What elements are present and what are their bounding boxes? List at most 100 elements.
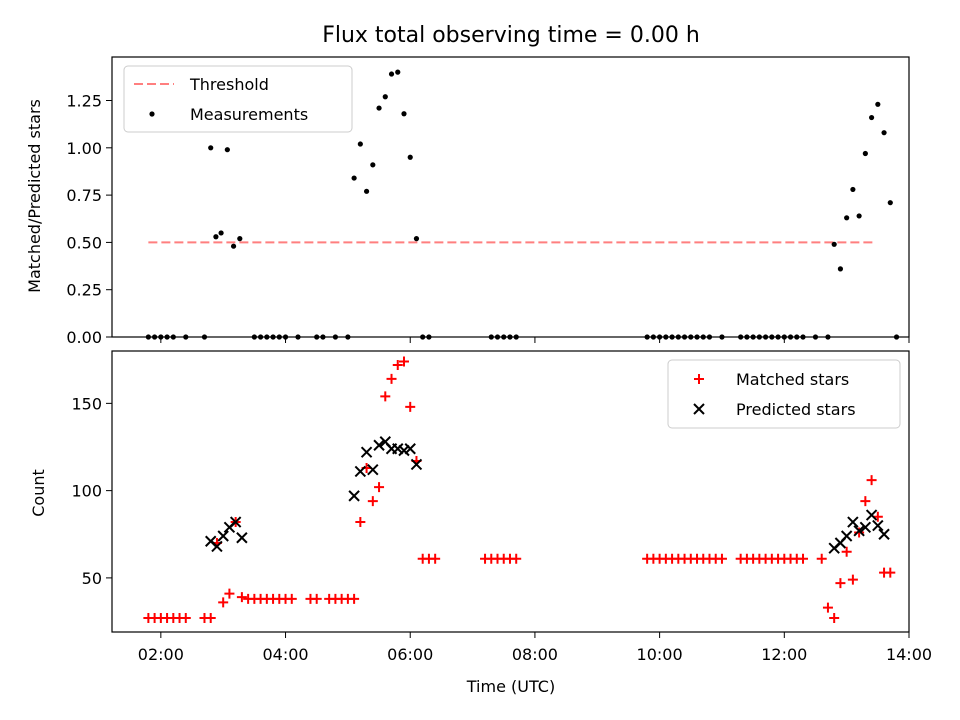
- y-tick-label: 100: [71, 482, 102, 501]
- measurement-point: [501, 334, 507, 340]
- predicted-star-point: [348, 490, 360, 502]
- measurement-point: [320, 334, 326, 340]
- matched-star-point: [380, 391, 391, 402]
- measurement-point: [856, 213, 862, 219]
- x-tick-label: 12:00: [761, 645, 807, 664]
- measurement-point: [513, 334, 519, 340]
- measurement-point: [675, 334, 681, 340]
- measurement-point: [170, 334, 176, 340]
- ratio-y-axis-label: Matched/Predicted stars: [25, 99, 44, 293]
- measurement-point: [183, 334, 189, 340]
- matched-star-point: [286, 593, 297, 604]
- predicted-star-point: [354, 465, 367, 478]
- predicted-star-point: [360, 446, 373, 458]
- measurement-point: [769, 334, 775, 340]
- matched-star-point: [386, 373, 397, 384]
- measurement-point: [237, 236, 243, 242]
- measurement-point: [688, 334, 694, 340]
- measurement-point: [750, 334, 756, 340]
- measurement-point: [401, 111, 407, 117]
- predicted-star-point: [229, 516, 242, 528]
- matched-star-point: [349, 593, 360, 604]
- measurement-point: [345, 334, 351, 340]
- matched-star-point: [511, 553, 522, 564]
- measurement-point: [413, 236, 420, 242]
- measurement-point: [775, 334, 781, 340]
- measurement-point: [850, 186, 856, 193]
- legend-box: [667, 359, 901, 429]
- matched-star-point: [180, 613, 191, 624]
- legend-measurements-swatch: [149, 111, 155, 117]
- measurement-point: [382, 94, 388, 100]
- measurement-point: [644, 334, 650, 340]
- predicted-star-point: [847, 516, 859, 528]
- measurement-point: [706, 334, 713, 340]
- predicted-star-point: [865, 509, 878, 521]
- predicted-star-point: [217, 530, 229, 542]
- y-tick-label: 50: [82, 569, 102, 588]
- measurement-point: [738, 334, 744, 340]
- measurement-point: [825, 334, 831, 340]
- measurement-point: [158, 334, 164, 340]
- matched-star-point: [866, 475, 877, 486]
- matched-star-point: [841, 546, 852, 557]
- measurement-point: [681, 334, 688, 340]
- matched-star-point: [405, 401, 416, 412]
- matched-star-point: [311, 593, 322, 604]
- predicted-star-point: [872, 519, 884, 532]
- measurement-point: [663, 334, 669, 340]
- matched-star-point: [847, 574, 858, 585]
- measurement-point: [270, 334, 276, 340]
- measurement-point: [420, 334, 426, 340]
- legend-box: [123, 65, 353, 133]
- measurement-point: [213, 234, 219, 240]
- measurement-point: [881, 130, 887, 136]
- measurement-point: [145, 334, 151, 340]
- measurement-point: [657, 334, 663, 340]
- matched-star-point: [355, 517, 366, 528]
- matched-star-point: [822, 602, 833, 613]
- measurement-point: [831, 241, 837, 247]
- measurement-point: [719, 334, 725, 340]
- measurement-point: [781, 334, 787, 340]
- matched-star-point: [798, 553, 809, 564]
- measurement-point: [844, 215, 850, 221]
- measurement-point: [152, 334, 158, 340]
- measurement-point: [494, 334, 501, 340]
- measurement-point: [763, 334, 769, 340]
- matched-star-point: [430, 553, 441, 564]
- measurement-point: [164, 334, 170, 340]
- measurement-point: [407, 154, 413, 160]
- measurement-point: [264, 334, 270, 340]
- y-tick-label: 150: [71, 394, 102, 413]
- matched-star-point: [374, 482, 385, 493]
- measurement-point: [893, 334, 900, 340]
- measurement-point: [507, 334, 513, 340]
- matched-star-point: [392, 359, 403, 370]
- predicted-star-point: [410, 458, 423, 471]
- y-tick-label: 1.00: [66, 139, 102, 158]
- count-plot: 50 100 150 02:00 04:00 06:00 08:00 10:00 12:00 14…: [71, 350, 932, 664]
- matched-star-point: [224, 588, 235, 599]
- measurement-point: [669, 334, 675, 340]
- measurement-point: [276, 334, 282, 340]
- predicted-star-point: [404, 443, 416, 455]
- matched-star-point: [816, 553, 827, 564]
- predicted-star-point: [367, 463, 379, 476]
- x-axis-label: Time (UTC): [466, 677, 555, 696]
- measurement-point: [363, 188, 370, 194]
- matched-star-point: [829, 613, 840, 624]
- measurement-point: [887, 200, 893, 206]
- matched-star-point: [398, 356, 409, 367]
- y-tick-label: 0.75: [66, 186, 102, 205]
- legend-matched-label: Matched stars: [736, 370, 849, 389]
- measurement-point: [650, 334, 656, 340]
- x-tick-label: 02:00: [138, 645, 184, 664]
- measurement-point: [201, 334, 208, 340]
- measurement-point: [224, 147, 230, 153]
- x-tick-label: 10:00: [637, 645, 683, 664]
- matched-star-point: [885, 567, 896, 578]
- predicted-star-point: [211, 540, 223, 553]
- x-tick-label: 06:00: [387, 645, 433, 664]
- measurement-point: [370, 162, 376, 168]
